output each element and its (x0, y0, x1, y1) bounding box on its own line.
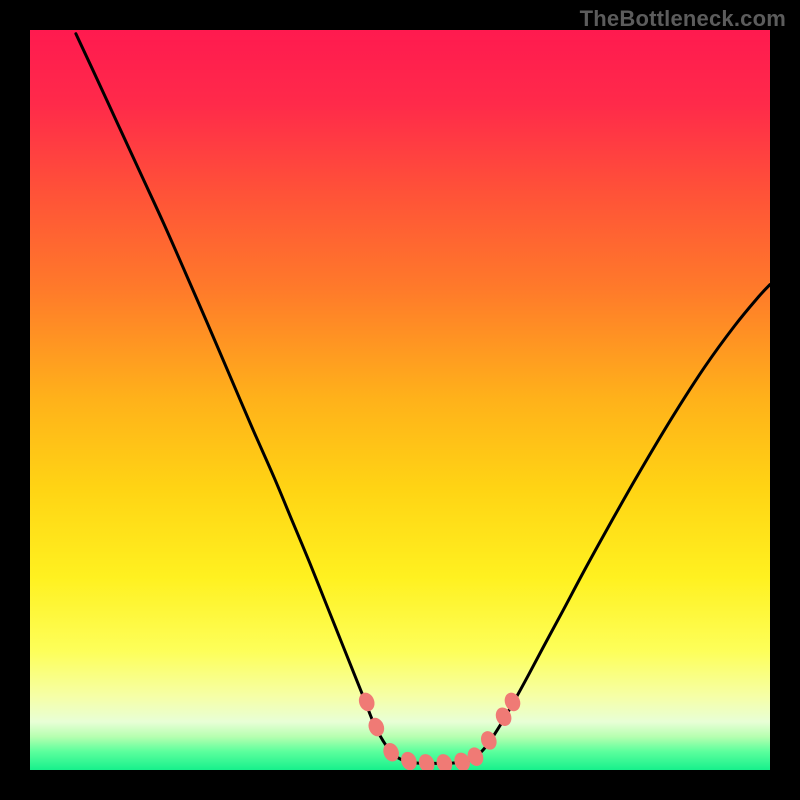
bottleneck-chart (0, 0, 800, 800)
chart-stage: TheBottleneck.com (0, 0, 800, 800)
gradient-background (30, 30, 770, 770)
